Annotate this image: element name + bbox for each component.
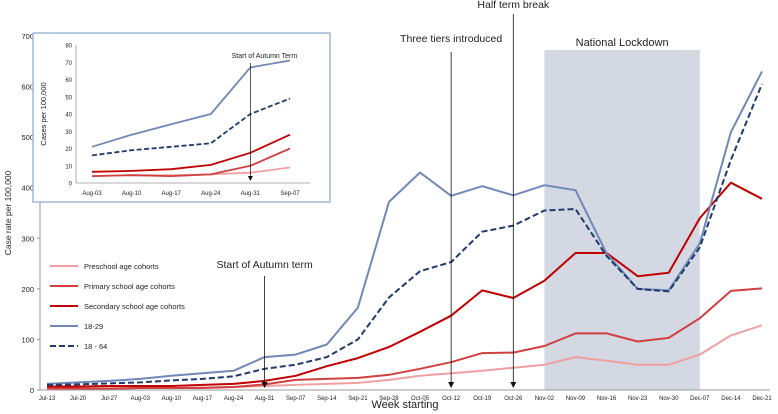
inset-annotation-arrowhead: [247, 176, 253, 181]
x-tick-label: Sep-28: [379, 396, 399, 402]
x-tick-label: Oct-26: [504, 396, 523, 402]
inset-series-line-18-29: [91, 59, 291, 148]
inset-frame: [32, 32, 331, 203]
inset-x-tick-label: Aug-17: [162, 191, 182, 197]
x-tick-label: Aug-24: [224, 396, 244, 402]
inset-y-tick-label: 80: [65, 44, 72, 50]
x-tick-label: Nov-02: [535, 396, 555, 402]
x-tick-label: Nov-30: [659, 396, 679, 402]
inset-y-axis-title: Cases per 100,000: [39, 82, 48, 145]
x-tick-label: Oct-05: [411, 396, 430, 402]
inset-x-tick-label: Aug-24: [201, 191, 221, 197]
inset-x-tick-label: Aug-03: [82, 191, 102, 197]
legend-label-preschool-age-cohorts: Preschool age cohorts: [84, 262, 159, 271]
y-tick-label: 400: [21, 184, 34, 193]
inset-x-tick-label: Sep-07: [280, 191, 300, 197]
series-line-primary-school-age-cohorts: [47, 287, 763, 390]
x-tick-label: Aug-10: [162, 396, 182, 402]
legend-label-secondary-school-age-cohorts: Secondary school age cohorts: [84, 302, 185, 311]
series-line-18-64: [46, 83, 763, 386]
annotation-arrowhead: [448, 382, 455, 388]
y-tick-label: 600: [21, 83, 34, 92]
inset-y-tick-label: 30: [65, 130, 72, 136]
legend-label-primary-school-age-cohorts: Primary school age cohorts: [84, 282, 175, 291]
x-tick-label: Aug-17: [193, 396, 213, 402]
inset-x-tick-label: Aug-31: [241, 191, 261, 197]
x-tick-label: Nov-23: [628, 396, 648, 402]
annotation-label-half-term-break: Half term break: [477, 0, 550, 11]
y-tick-label: 100: [21, 335, 34, 344]
x-tick-label: Dec-21: [752, 396, 772, 402]
x-tick-label: Sep-07: [286, 396, 306, 402]
y-tick-label: 500: [21, 133, 34, 142]
x-tick-label: Aug-03: [131, 396, 151, 402]
x-tick-label: Jul-27: [101, 396, 118, 402]
inset-y-tick-label: 70: [65, 61, 72, 67]
annotation-arrowhead: [510, 382, 517, 388]
inset-annotation-label: Start of Autumn Term: [232, 53, 298, 60]
series-line-secondary-school-age-cohorts: [47, 181, 763, 388]
x-tick-label: Dec-14: [721, 396, 741, 402]
x-tick-label: Oct-12: [442, 396, 461, 402]
y-tick-label: 0: [30, 386, 34, 395]
annotation-label-start-of-autumn-term: Start of Autumn term: [216, 259, 313, 271]
series-line-18-29: [46, 70, 763, 385]
inset-y-tick-label: 20: [65, 147, 72, 153]
inset-chart: 0 10 20 30 40 50 60 70 80 Aug-03 Aug-10 Aug-17 Aug-2…: [32, 32, 331, 203]
y-tick-label: 300: [21, 234, 34, 243]
x-tick-label: Nov-09: [566, 396, 586, 402]
x-tick-label: Sep-14: [317, 396, 337, 402]
inset-series-line-primary-school-age-cohorts: [91, 147, 291, 178]
y-tick-label: 200: [21, 285, 34, 294]
inset-series-line-18-64: [91, 97, 291, 157]
x-tick-label: Jul-13: [39, 396, 56, 402]
inset-y-tick-label: 60: [65, 78, 72, 84]
inset-y-tick-label: 10: [65, 164, 72, 170]
legend-label-18-29: 18-29: [84, 322, 103, 331]
inset-series-line-secondary-school-age-cohorts: [91, 133, 291, 173]
legend-label-18-64: 18 - 64: [84, 342, 107, 351]
x-tick-label: Sep-21: [348, 396, 368, 402]
main-chart: National Lockdown0100200300400500600700J…: [3, 0, 772, 411]
annotation-label-three-tiers-introduced: Three tiers introduced: [400, 33, 502, 45]
x-tick-label: Dec-07: [690, 396, 710, 402]
x-axis-title: Week starting: [371, 399, 438, 411]
lockdown-shaded-region: [544, 50, 700, 390]
annotation-arrowhead: [261, 382, 268, 388]
lockdown-label: National Lockdown: [576, 37, 669, 49]
inset-x-tick-label: Aug-10: [122, 191, 142, 197]
x-tick-label: Aug-31: [255, 396, 275, 402]
y-axis-title: Case rate per 100,000: [3, 170, 13, 255]
inset-y-tick-label: 0: [69, 182, 73, 188]
x-tick-label: Oct-19: [473, 396, 492, 402]
x-tick-label: Jul-20: [70, 396, 87, 402]
x-tick-label: Nov-16: [597, 396, 617, 402]
inset-y-tick-label: 40: [65, 113, 72, 119]
inset-y-tick-label: 50: [65, 95, 72, 101]
y-tick-label: 700: [21, 32, 34, 41]
